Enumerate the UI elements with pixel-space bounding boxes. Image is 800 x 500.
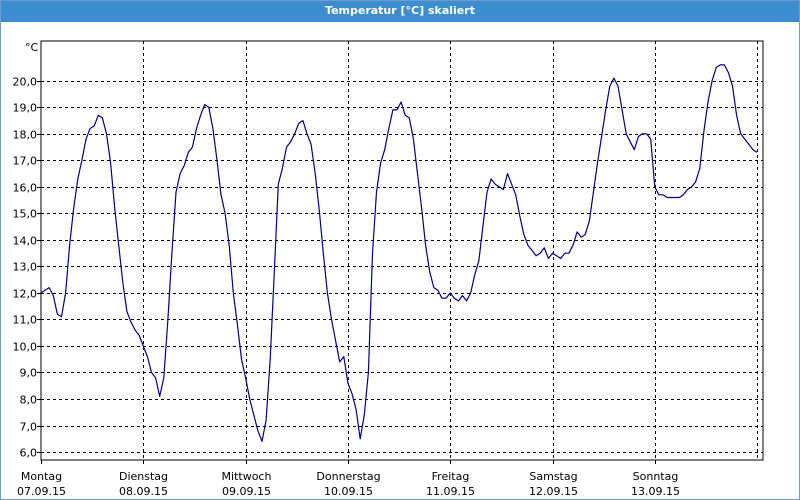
y-tick-label: 7,0	[20, 421, 38, 434]
y-tick-label: 6,0	[20, 447, 38, 460]
x-tick-label-date: 08.09.15	[119, 485, 168, 498]
x-tick-label-day: Mittwoch	[222, 470, 272, 483]
y-tick-label: 8,0	[20, 394, 38, 407]
x-tick-label-day: Samstag	[529, 470, 577, 483]
title-bar: Temperatur [°C] skaliert	[1, 1, 799, 22]
y-tick-label: 18,0	[13, 129, 38, 142]
x-tick-label-date: 09.09.15	[222, 485, 271, 498]
x-tick-label-day: Freitag	[432, 470, 470, 483]
x-tick-label-day: Montag	[21, 470, 62, 483]
x-tick-label-date: 11.09.15	[426, 485, 475, 498]
x-tick-label-date: 12.09.15	[529, 485, 578, 498]
y-tick-label: 10,0	[13, 341, 38, 354]
y-tick-label: 16,0	[13, 182, 38, 195]
x-tick-label-date: 13.09.15	[631, 485, 680, 498]
y-tick-label: 11,0	[13, 314, 38, 327]
x-tick-label-date: 07.09.15	[17, 485, 66, 498]
y-tick-label: 19,0	[13, 102, 38, 115]
temperature-series-line	[40, 64, 758, 442]
y-tick-label: 17,0	[13, 155, 38, 168]
x-tick-label-day: Dienstag	[119, 470, 168, 483]
y-tick-label: 9,0	[20, 367, 38, 380]
y-tick-label: 15,0	[13, 208, 38, 221]
y-tick-label: 14,0	[13, 235, 38, 248]
x-tick-label-day: Sonntag	[633, 470, 679, 483]
y-tick-label: 13,0	[13, 261, 38, 274]
y-axis-unit: °C	[25, 41, 39, 54]
y-tick-label: 12,0	[13, 288, 38, 301]
x-tick-label-day: Donnerstag	[316, 470, 380, 483]
x-tick-label-date: 10.09.15	[324, 485, 373, 498]
window-title: Temperatur [°C] skaliert	[325, 4, 475, 17]
y-tick-label: 20,0	[13, 76, 38, 89]
